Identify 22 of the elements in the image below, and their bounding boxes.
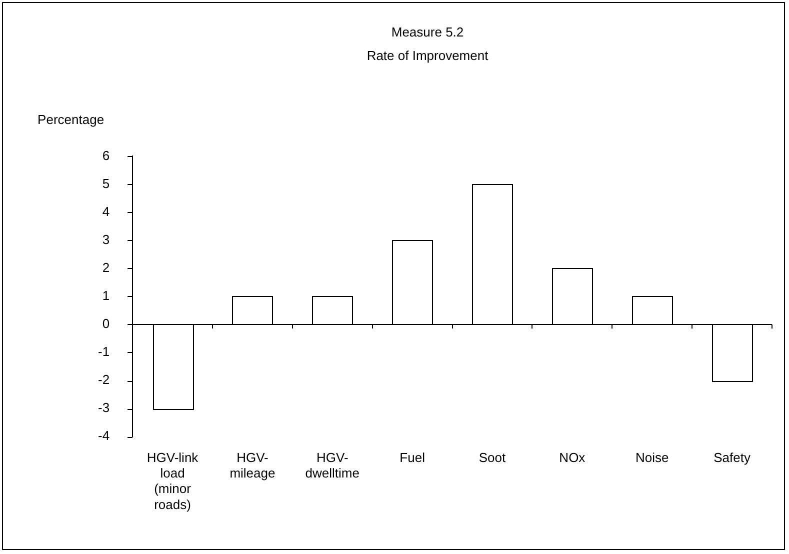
x-tick-label: HGV-link load (minor roads)	[146, 450, 199, 512]
y-tick-label: 4	[102, 204, 110, 219]
y-axis-title: Percentage	[38, 112, 104, 127]
y-tick-label: 2	[102, 260, 110, 275]
y-tick-label: -1	[98, 344, 110, 360]
y-tick-label: -4	[98, 428, 110, 444]
y-tick-label: -3	[98, 400, 110, 416]
y-tick-label: 0	[102, 316, 110, 332]
x-tick-label: Fuel	[400, 450, 426, 465]
y-tick-label: -2	[98, 372, 110, 388]
x-tick-label: HGV-dwelltime	[305, 450, 360, 481]
y-tick-label: 5	[102, 176, 110, 191]
chart-title: Measure 5.2	[391, 24, 464, 40]
x-tick-label: NOx	[559, 450, 586, 465]
chart-subtitle: Rate of Improvement	[366, 48, 489, 63]
y-tick-label: 6	[102, 148, 110, 163]
x-tick-label: Safety	[714, 450, 751, 465]
y-tick-label: 3	[102, 232, 110, 247]
x-tick-label: Soot	[478, 450, 506, 465]
x-tick-label: HGV-mileage	[230, 450, 276, 481]
y-tick-label: 1	[102, 288, 110, 303]
x-tick-label: Noise	[635, 450, 669, 465]
